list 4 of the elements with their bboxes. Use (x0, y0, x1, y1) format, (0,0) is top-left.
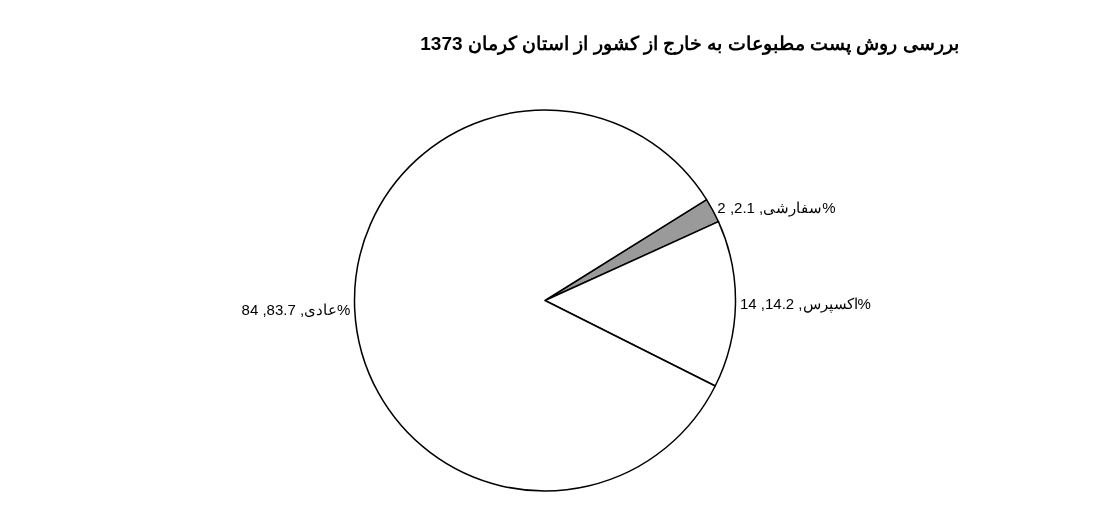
slice-label: اکسپرس, 14.2, 14% (739, 295, 871, 314)
chart-title: بررسی روش پست مطبوعات به خارج از کشور از استان کرمان 1373 (420, 32, 959, 55)
slice-label: عادی, 83.7, 84% (241, 300, 351, 318)
slice-label: سفارشی, 2.1, 2% (717, 199, 836, 218)
